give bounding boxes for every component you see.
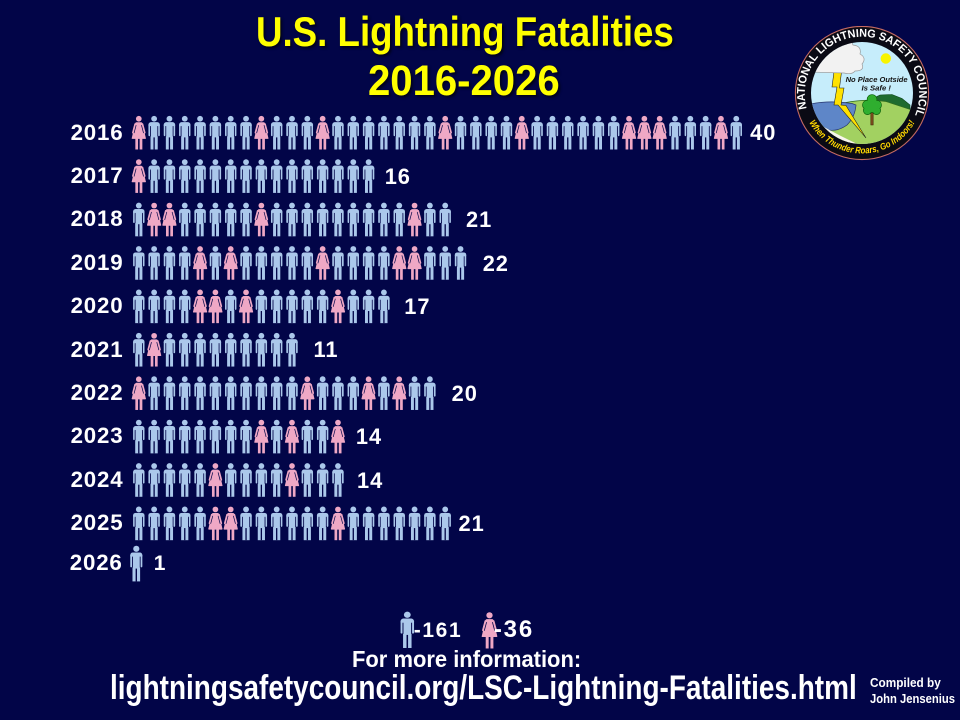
svg-text:Is Safe !: Is Safe !	[861, 84, 891, 93]
svg-text:No Place Outside: No Place Outside	[846, 75, 909, 84]
